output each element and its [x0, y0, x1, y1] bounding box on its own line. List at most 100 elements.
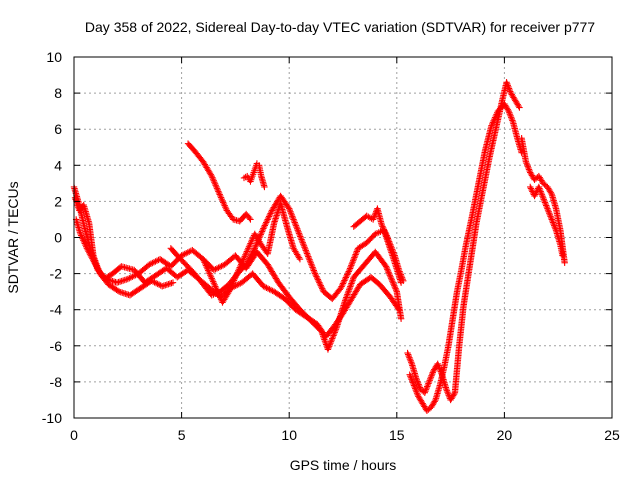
data-point — [523, 160, 530, 167]
data-point — [390, 281, 397, 288]
data-point — [315, 277, 322, 285]
data-point — [543, 203, 551, 211]
data-point — [210, 177, 217, 184]
data-point — [382, 230, 390, 238]
data-point — [416, 382, 423, 390]
data-point — [254, 239, 261, 246]
data-point — [549, 217, 556, 225]
data-point — [507, 88, 514, 95]
data-point — [179, 251, 187, 258]
data-point — [547, 189, 555, 196]
data-point — [503, 80, 511, 88]
data-point — [318, 283, 325, 291]
data-point — [329, 333, 337, 341]
data-point — [352, 251, 359, 258]
data-point — [552, 225, 559, 232]
data-point — [545, 208, 552, 215]
data-point — [250, 246, 258, 254]
data-point — [289, 214, 297, 222]
data-point — [444, 389, 451, 396]
data-point — [414, 391, 421, 398]
data-point — [559, 252, 566, 259]
data-point — [395, 306, 403, 313]
data-point — [527, 185, 535, 192]
data-point — [285, 204, 292, 211]
data-point — [532, 191, 539, 198]
data-point — [404, 349, 411, 357]
data-point — [378, 221, 385, 229]
grid — [74, 57, 612, 418]
data-point — [370, 214, 377, 222]
data-point — [305, 253, 312, 260]
data-point — [347, 281, 355, 289]
data-point — [218, 262, 225, 270]
data-point — [130, 272, 138, 280]
data-point — [526, 167, 533, 175]
data-point — [298, 237, 306, 245]
data-point — [213, 183, 220, 191]
data-point — [348, 278, 356, 286]
data-point — [305, 254, 313, 262]
data-point — [397, 315, 405, 322]
data-point — [184, 249, 191, 256]
data-point — [381, 227, 388, 235]
data-point — [384, 235, 392, 242]
data-point — [339, 281, 346, 289]
data-point — [383, 232, 390, 239]
data-point — [436, 366, 444, 374]
data-point — [347, 283, 354, 290]
data-point — [263, 284, 270, 291]
y-tick-label: 8 — [54, 85, 62, 101]
data-point — [208, 172, 215, 180]
data-point — [261, 283, 269, 291]
data-point — [443, 387, 451, 394]
data-point — [505, 85, 513, 92]
data-point — [543, 202, 550, 209]
data-point — [209, 175, 217, 183]
data-point — [388, 246, 396, 253]
data-point — [427, 375, 434, 383]
data-point — [124, 275, 131, 283]
data-point — [153, 257, 161, 264]
data-point — [243, 259, 251, 267]
x-tick-label: 20 — [497, 427, 513, 443]
data-point — [386, 270, 393, 278]
data-point — [413, 376, 420, 384]
data-point — [390, 250, 398, 258]
data-point — [349, 259, 356, 266]
data-point — [438, 369, 445, 377]
data-point — [251, 245, 258, 252]
data-point — [386, 272, 394, 279]
data-point — [344, 269, 352, 277]
data-point — [299, 239, 306, 246]
data-point — [325, 343, 333, 350]
data-point — [296, 255, 304, 263]
data-point — [246, 253, 254, 261]
y-tick-label: -10 — [42, 410, 62, 426]
data-point — [353, 248, 361, 255]
data-point — [248, 251, 255, 258]
data-point — [391, 283, 399, 291]
data-point — [408, 359, 415, 366]
data-point — [397, 271, 404, 278]
data-point — [331, 329, 338, 336]
data-point — [330, 330, 338, 338]
data-point — [303, 248, 310, 256]
data-point — [428, 370, 436, 378]
data-point — [504, 106, 512, 113]
data-point — [344, 291, 351, 298]
data-point — [541, 197, 548, 205]
axis-ticks: 0 5 10 15 20 25 -10 -8 -6 -4 -2 0 2 4 6 8 10 — [42, 49, 620, 443]
data-point — [386, 239, 393, 247]
data-point — [429, 369, 436, 376]
data-point — [415, 381, 422, 388]
data-point — [505, 83, 512, 91]
data-point — [286, 205, 293, 212]
y-tick-label: -8 — [50, 374, 63, 390]
data-point — [427, 374, 435, 381]
data-point — [396, 269, 404, 277]
data-point — [345, 268, 352, 275]
data-point — [260, 223, 268, 231]
data-point — [387, 243, 395, 250]
